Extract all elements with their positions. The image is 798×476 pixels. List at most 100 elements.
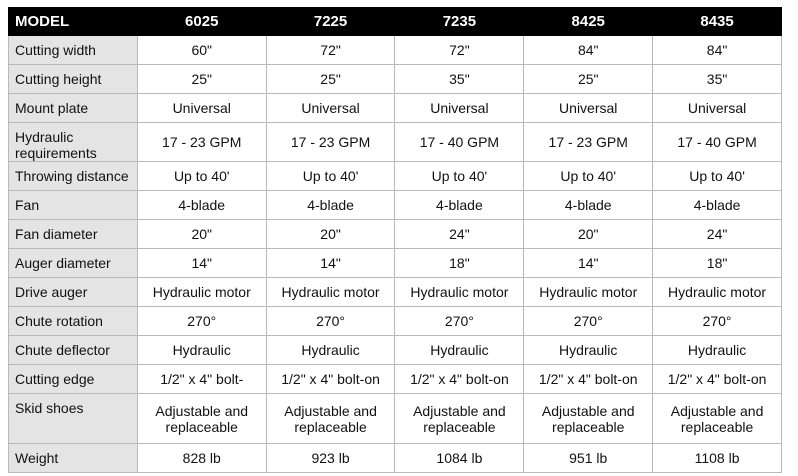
spec-cell: 951 lb	[523, 443, 654, 473]
table-body: Cutting width 60" 72" 72" 84" 84" Cutting heig…	[8, 35, 782, 473]
spec-label: Auger diameter	[8, 248, 138, 278]
table-row: Hydraulic requirements 17 - 23 GPM 17 - 23…	[8, 122, 782, 162]
spec-label: Hydraulic requirements	[8, 122, 138, 162]
spec-cell: Universal	[523, 93, 654, 123]
table-header: MODEL 6025 7225 7235 8425 8435	[8, 7, 782, 36]
model-header: 7225	[265, 7, 396, 36]
spec-cell: Universal	[136, 93, 267, 123]
spec-cell: Universal	[394, 93, 525, 123]
header-row: MODEL 6025 7225 7235 8425 8435	[8, 7, 782, 36]
spec-label: Weight	[8, 443, 138, 473]
model-header: 8435	[652, 7, 782, 36]
spec-cell: 72"	[394, 35, 525, 65]
table-row: Throwing distance Up to 40' Up to 40' Up to…	[8, 161, 782, 191]
spec-cell: 72"	[265, 35, 396, 65]
spec-cell: 1/2" x 4" bolt-	[136, 364, 267, 394]
spec-cell: Hydraulic	[136, 335, 267, 365]
spec-cell: 18"	[394, 248, 525, 278]
spec-cell: 1/2" x 4" bolt-on	[394, 364, 525, 394]
spec-cell: Up to 40'	[523, 161, 654, 191]
spec-cell: 1108 lb	[652, 443, 782, 473]
spec-label: Fan diameter	[8, 219, 138, 249]
spec-cell: 35"	[652, 64, 782, 94]
spec-label: Chute deflector	[8, 335, 138, 365]
spec-label: Fan	[8, 190, 138, 220]
spec-cell: 20"	[523, 219, 654, 249]
spec-cell: Hydraulic motor	[523, 277, 654, 307]
spec-cell: Universal	[652, 93, 782, 123]
spec-cell: 60"	[136, 35, 267, 65]
spec-cell: Universal	[265, 93, 396, 123]
table-row: Weight 828 lb 923 lb 1084 lb 951 lb 1108 lb	[8, 443, 782, 473]
table-row: Fan diameter 20" 20" 24" 20" 24"	[8, 219, 782, 249]
spec-cell: Hydraulic motor	[265, 277, 396, 307]
table-row: Skid shoes Adjustable and replaceable Adju…	[8, 393, 782, 444]
spec-cell: 17 - 23 GPM	[265, 122, 396, 162]
spec-cell: 270°	[136, 306, 267, 336]
spec-cell: Hydraulic	[523, 335, 654, 365]
spec-cell: 14"	[523, 248, 654, 278]
spec-cell: 17 - 23 GPM	[523, 122, 654, 162]
spec-cell: Up to 40'	[265, 161, 396, 191]
spec-cell: Hydraulic	[394, 335, 525, 365]
model-header: 8425	[523, 7, 654, 36]
spec-cell: 84"	[523, 35, 654, 65]
table-row: Chute rotation 270° 270° 270° 270° 270°	[8, 306, 782, 336]
spec-cell: 17 - 40 GPM	[394, 122, 525, 162]
header-label: MODEL	[8, 7, 138, 36]
spec-label: Chute rotation	[8, 306, 138, 336]
spec-label: Throwing distance	[8, 161, 138, 191]
spec-cell: 1084 lb	[394, 443, 525, 473]
spec-cell: 25"	[136, 64, 267, 94]
spec-cell: Hydraulic motor	[136, 277, 267, 307]
spec-cell: 35"	[394, 64, 525, 94]
spec-cell: Adjustable and replaceable	[523, 393, 654, 444]
spec-cell: 4-blade	[652, 190, 782, 220]
table-row: Cutting edge 1/2" x 4" bolt- 1/2" x 4" bol…	[8, 364, 782, 394]
table-row: Chute deflector Hydraulic Hydraulic Hydraul…	[8, 335, 782, 365]
spec-table: MODEL 6025 7225 7235 8425 8435 Cutting width 6…	[8, 7, 782, 473]
spec-cell: 270°	[394, 306, 525, 336]
spec-cell: Adjustable and replaceable	[652, 393, 782, 444]
spec-cell: Adjustable and replaceable	[265, 393, 396, 444]
spec-cell: 25"	[265, 64, 396, 94]
spec-label: Skid shoes	[8, 393, 138, 444]
spec-cell: 1/2" x 4" bolt-on	[652, 364, 782, 394]
spec-cell: 14"	[136, 248, 267, 278]
spec-cell: Hydraulic motor	[652, 277, 782, 307]
spec-cell: 24"	[652, 219, 782, 249]
spec-cell: 828 lb	[136, 443, 267, 473]
spec-cell: Hydraulic motor	[394, 277, 525, 307]
spec-cell: Up to 40'	[652, 161, 782, 191]
spec-cell: 17 - 23 GPM	[136, 122, 267, 162]
spec-label: Cutting height	[8, 64, 138, 94]
spec-label: Cutting edge	[8, 364, 138, 394]
spec-cell: 20"	[265, 219, 396, 249]
spec-cell: 17 - 40 GPM	[652, 122, 782, 162]
spec-cell: 4-blade	[523, 190, 654, 220]
spec-cell: Hydraulic	[265, 335, 396, 365]
spec-cell: 270°	[523, 306, 654, 336]
spec-cell: 20"	[136, 219, 267, 249]
table-row: Fan 4-blade 4-blade 4-blade 4-blade 4-blade	[8, 190, 782, 220]
spec-cell: 25"	[523, 64, 654, 94]
spec-cell: 84"	[652, 35, 782, 65]
spec-cell: Up to 40'	[394, 161, 525, 191]
spec-cell: 1/2" x 4" bolt-on	[523, 364, 654, 394]
spec-label: Mount plate	[8, 93, 138, 123]
model-header: 6025	[136, 7, 267, 36]
spec-cell: 14"	[265, 248, 396, 278]
table-row: Auger diameter 14" 14" 18" 14" 18"	[8, 248, 782, 278]
spec-cell: Up to 40'	[136, 161, 267, 191]
spec-cell: 4-blade	[394, 190, 525, 220]
spec-cell: 270°	[652, 306, 782, 336]
spec-cell: 4-blade	[136, 190, 267, 220]
spec-cell: 1/2" x 4" bolt-on	[265, 364, 396, 394]
spec-cell: 923 lb	[265, 443, 396, 473]
spec-cell: 24"	[394, 219, 525, 249]
spec-cell: Hydraulic	[652, 335, 782, 365]
spec-cell: Adjustable and replaceable	[394, 393, 525, 444]
model-header: 7235	[394, 7, 525, 36]
table-row: Mount plate Universal Universal Universal Un…	[8, 93, 782, 123]
